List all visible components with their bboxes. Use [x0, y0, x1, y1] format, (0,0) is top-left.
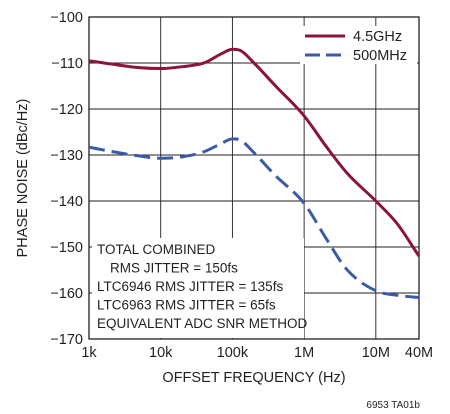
series-layer	[88, 47, 421, 300]
y-tick-label: −100	[50, 10, 83, 26]
annotation-line: EQUIVALENT ADC SNR METHOD	[97, 316, 308, 331]
legend-label-4p5ghz: 4.5GHz	[353, 29, 402, 45]
x-tick-label: 1k	[81, 345, 97, 361]
annotation-line: LTC6946 RMS JITTER = 135fs	[97, 279, 283, 294]
jitter-annotation: TOTAL COMBINED RMS JITTER = 150fs LTC694…	[92, 238, 308, 338]
x-tick-label: 40M	[405, 345, 433, 361]
series-line-500mhz	[88, 137, 420, 300]
y-tick-label: −140	[50, 194, 83, 210]
legend-background	[300, 26, 417, 64]
y-tick-label: −120	[50, 102, 83, 118]
x-tick-label: 10k	[149, 345, 173, 361]
legend: 4.5GHz 500MHz	[300, 26, 417, 64]
annotation-line: TOTAL COMBINED	[97, 242, 216, 257]
series-line-4p5ghz	[88, 47, 421, 258]
x-tick-label: 10M	[362, 345, 390, 361]
annotation-line: RMS JITTER = 150fs	[110, 261, 238, 276]
plot-frame	[88, 16, 420, 340]
y-tick-label: −150	[50, 240, 83, 256]
y-tick-label: −170	[50, 332, 83, 348]
x-tick-labels: 1k 10k 100k 1M 10M 40M	[81, 345, 433, 361]
y-tick-label: −160	[50, 286, 83, 302]
figure-code: 6953 TA01b	[366, 400, 420, 411]
x-axis-title: OFFSET FREQUENCY (Hz)	[162, 370, 345, 386]
y-tick-label: −110	[51, 56, 83, 72]
y-axis-title: PHASE NOISE (dBc/Hz)	[15, 99, 31, 258]
x-tick-label: 1M	[294, 345, 314, 361]
y-tick-label: −130	[50, 148, 83, 164]
annotation-line: LTC6963 RMS JITTER = 65fs	[97, 298, 276, 313]
x-tick-label: 100k	[217, 345, 249, 361]
y-tick-labels: −100 −110 −120 −130 −140 −150 −160 −170	[50, 10, 83, 348]
annotation-background	[92, 238, 304, 338]
legend-label-500mhz: 500MHz	[353, 48, 407, 64]
